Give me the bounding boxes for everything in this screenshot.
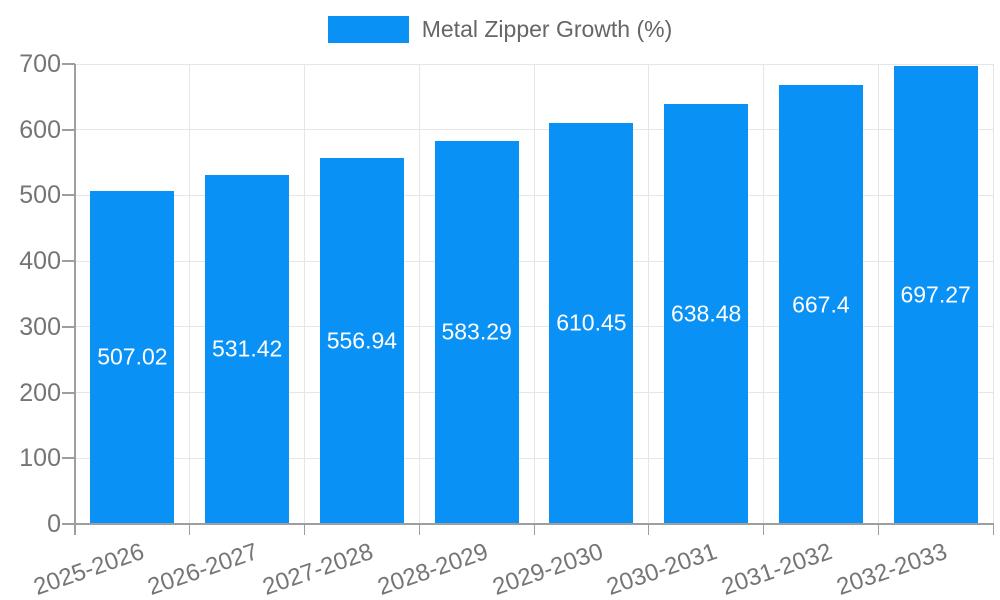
plot-area: 507.02 531.42 556.94 583.29 610.45 638.48 667.…	[19, 50, 994, 600]
x-axis-tick	[418, 525, 420, 535]
bar-2027-2028[interactable]: 556.94	[319, 158, 404, 524]
v-gridline	[418, 64, 420, 524]
x-tick-label: 2029-2030	[488, 538, 607, 600]
bar-value-label: 667.4	[792, 291, 850, 318]
bar-2032-2033[interactable]: 697.27	[893, 65, 978, 524]
y-axis-tick	[62, 391, 75, 394]
y-axis-tick	[62, 325, 75, 328]
bar-value-label: 556.94	[326, 327, 398, 354]
v-gridline	[992, 64, 994, 524]
y-tick-label: 600	[19, 115, 61, 144]
y-axis-line	[74, 64, 76, 535]
legend-label: Metal Zipper Growth (%)	[421, 16, 673, 42]
x-tick-label: 2030-2031	[603, 538, 721, 600]
x-axis-tick	[648, 525, 650, 535]
v-gridline	[304, 64, 305, 524]
x-tick-label: 2027-2028	[259, 538, 377, 600]
x-axis-tick	[877, 525, 879, 535]
bar-value-label: 507.02	[97, 343, 168, 370]
y-axis-tick	[62, 260, 75, 263]
bar-2026-2027[interactable]: 531.42	[205, 174, 290, 524]
legend[interactable]: Metal Zipper Growth (%)	[0, 16, 1000, 43]
bar-value-label: 583.29	[441, 318, 512, 345]
y-tick-label: 700	[19, 50, 61, 78]
bar-value-label: 697.27	[900, 281, 971, 308]
x-axis-tick	[74, 525, 76, 535]
v-gridline	[648, 64, 650, 524]
legend-swatch-icon	[327, 16, 409, 43]
y-tick-label: 100	[19, 444, 61, 473]
x-axis-line	[74, 523, 994, 525]
bar-value-label: 531.42	[211, 335, 283, 362]
x-tick-label: 2032-2033	[833, 538, 951, 600]
bar-2031-2032[interactable]: 667.4	[778, 85, 863, 524]
x-tick-label: 2031-2032	[718, 538, 836, 600]
bar-2025-2026[interactable]: 507.02	[90, 190, 175, 524]
y-axis-tick	[62, 457, 75, 460]
x-tick-label: 2025-2026	[29, 538, 148, 600]
y-tick-label: 400	[19, 247, 61, 276]
x-axis-tick	[763, 525, 764, 535]
y-axis-tick	[62, 523, 75, 525]
x-tick-label: 2026-2027	[144, 538, 262, 600]
bar-2030-2031[interactable]: 638.48	[664, 104, 749, 524]
y-tick-label: 200	[19, 378, 61, 407]
bar-2029-2030[interactable]: 610.45	[549, 122, 634, 524]
y-axis-tick	[62, 194, 75, 197]
x-tick-label: 2028-2029	[374, 538, 492, 600]
y-tick-label: 500	[19, 181, 61, 210]
v-gridline	[763, 64, 764, 524]
bar-2028-2029[interactable]: 583.29	[434, 140, 519, 524]
x-axis-tick	[992, 525, 994, 535]
v-gridline	[189, 64, 191, 524]
y-axis-tick	[62, 128, 75, 131]
bar-value-label: 610.45	[556, 309, 627, 336]
y-axis-tick	[62, 63, 75, 65]
x-axis-tick	[304, 525, 305, 535]
x-axis-tick	[189, 525, 191, 535]
y-tick-label: 300	[19, 312, 61, 341]
bar-value-label: 638.48	[670, 300, 742, 327]
v-gridline	[877, 64, 879, 524]
y-tick-label: 0	[47, 510, 61, 538]
x-axis-tick	[533, 525, 535, 535]
v-gridline	[533, 64, 535, 524]
